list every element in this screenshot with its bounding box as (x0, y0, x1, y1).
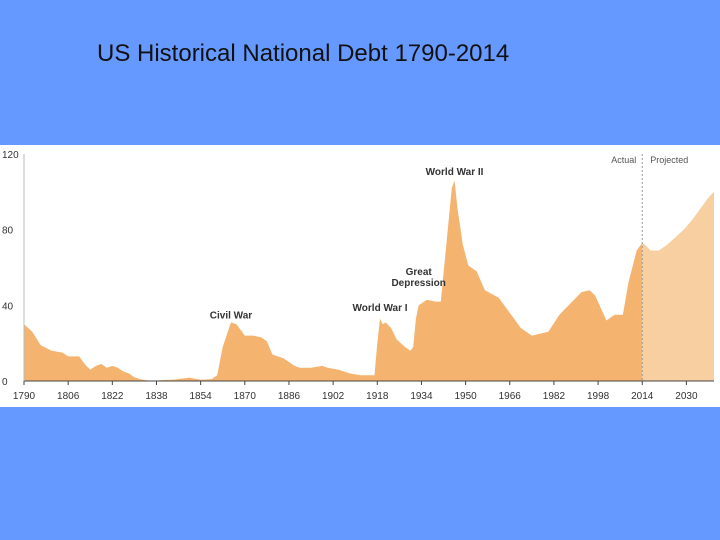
annotation-label: Great (406, 267, 433, 278)
y-tick-label: 40 (2, 301, 14, 312)
actual-debt-area (24, 180, 643, 381)
x-tick-label: 1822 (101, 391, 124, 402)
x-tick-label: 1870 (234, 391, 257, 402)
x-tick-label: 1998 (587, 391, 610, 402)
debt-chart: Actual Projected 0 40 80 120 1790 1806 1822 1838 1… (2, 150, 714, 402)
x-tick-label: 1838 (145, 391, 168, 402)
x-tick-label: 1886 (278, 391, 301, 402)
x-tick-label: 1950 (454, 391, 477, 402)
projected-debt-area (642, 191, 714, 381)
actual-zone-label: Actual (611, 155, 636, 165)
x-tick-label: 1966 (499, 391, 522, 402)
y-tick-label: 80 (2, 226, 14, 237)
annotation-label: Depression (391, 278, 445, 289)
x-tick-label: 1806 (57, 391, 80, 402)
x-tick-label: 1982 (543, 391, 566, 402)
y-tick-label: 120 (2, 150, 19, 161)
projected-zone-label: Projected (650, 155, 688, 165)
x-tick-label: 1934 (410, 391, 433, 402)
chart-panel: Actual Projected 0 40 80 120 1790 1806 1822 1838 1… (0, 145, 720, 407)
x-tick-label: 1790 (13, 391, 36, 402)
x-tick-label: 1902 (322, 391, 345, 402)
x-tick-label: 2014 (631, 391, 654, 402)
y-tick-label: 0 (2, 377, 8, 388)
x-tick-label: 2030 (675, 391, 698, 402)
x-tick-label: 1854 (190, 391, 213, 402)
page-title: US Historical National Debt 1790-2014 (97, 40, 510, 67)
x-tick-label: 1918 (366, 391, 389, 402)
annotation-label: World War II (426, 167, 484, 178)
annotation-label: Civil War (210, 311, 253, 322)
annotation-label: World War I (353, 303, 408, 314)
